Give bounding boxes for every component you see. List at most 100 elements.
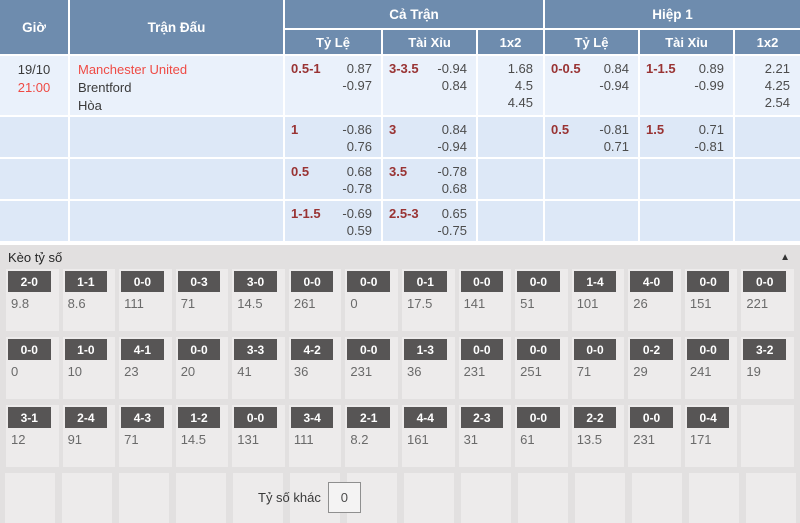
fh-handicap-odds-away[interactable]: 0.71 <box>603 139 629 154</box>
other-score-odds-box[interactable]: 0 <box>327 482 361 513</box>
score-bet-item[interactable]: 4-4 161 <box>402 405 455 467</box>
score-bet-item[interactable]: 0-0 241 <box>684 337 738 399</box>
ft-over-under-cell[interactable]: 3-3.5 -0.94 0.84 <box>383 56 476 115</box>
score-bet-item[interactable]: 0-0 231 <box>458 337 512 399</box>
fh-handicap-cell[interactable] <box>545 159 638 199</box>
score-bet-item[interactable]: 0-0 0 <box>345 269 398 331</box>
score-bet-item[interactable]: 4-0 26 <box>628 269 681 331</box>
score-bet-item[interactable]: 3-2 19 <box>741 337 794 399</box>
score-bet-item[interactable]: 0-0 61 <box>515 405 568 467</box>
score-bet-item[interactable]: 1-1 8.6 <box>62 269 116 331</box>
score-bet-item[interactable]: 1-4 101 <box>571 269 625 331</box>
fh-over-under-cell[interactable] <box>640 201 733 241</box>
ft-under-odds[interactable]: 0.84 <box>441 78 467 93</box>
ft-over-odds[interactable]: -0.78 <box>437 164 467 179</box>
score-bet-item[interactable]: 2-0 9.8 <box>6 269 59 331</box>
ft-handicap-cell[interactable]: 0.5-1 0.87 -0.97 <box>285 56 381 115</box>
fh-over-odds[interactable]: 0.71 <box>698 122 724 137</box>
match-teams-cell[interactable] <box>70 117 283 157</box>
match-teams-cell[interactable] <box>70 159 283 199</box>
score-bet-item[interactable]: 0-2 29 <box>628 337 681 399</box>
match-teams-cell[interactable]: Manchester United Brentford Hòa <box>70 56 283 115</box>
score-bet-item[interactable]: 0-0 261 <box>288 269 342 331</box>
score-bet-item[interactable]: 1-0 10 <box>62 337 116 399</box>
ft-handicap-odds-home[interactable]: -0.69 <box>342 206 372 221</box>
ft-handicap-odds-home[interactable]: 0.87 <box>346 61 372 76</box>
score-bet-item[interactable]: 4-1 23 <box>119 337 172 399</box>
score-bet-item[interactable]: 3-4 111 <box>288 405 342 467</box>
fh-1x2-away-odds[interactable]: 2.54 <box>764 95 790 110</box>
ft-1x2-cell[interactable]: 1.68 4.5 4.45 <box>478 56 543 115</box>
score-bet-item[interactable]: 1-2 14.5 <box>175 405 229 467</box>
score-bet-item[interactable]: 0-0 71 <box>571 337 625 399</box>
fh-handicap-odds-home[interactable]: -0.81 <box>599 122 629 137</box>
score-bet-item[interactable]: 0-0 231 <box>628 405 681 467</box>
ft-1x2-home-odds[interactable]: 1.68 <box>507 61 533 76</box>
correct-score-section-header[interactable]: Kèo tỷ số ▲ <box>0 243 800 269</box>
score-bet-item[interactable]: 0-3 71 <box>175 269 229 331</box>
score-bet-item[interactable] <box>741 405 794 467</box>
score-bet-item[interactable]: 0-0 111 <box>119 269 172 331</box>
fh-over-odds[interactable]: 0.89 <box>698 61 724 76</box>
ft-handicap-odds-away[interactable]: -0.97 <box>342 78 372 93</box>
score-bet-item[interactable]: 2-4 91 <box>62 405 116 467</box>
ft-1x2-cell[interactable] <box>478 117 543 157</box>
ft-handicap-odds-home[interactable]: -0.86 <box>342 122 372 137</box>
fh-1x2-cell[interactable] <box>735 159 800 199</box>
ft-over-under-cell[interactable]: 2.5-3 0.65 -0.75 <box>383 201 476 241</box>
ft-under-odds[interactable]: -0.94 <box>437 139 467 154</box>
score-bet-item[interactable]: 1-3 36 <box>402 337 455 399</box>
score-bet-item[interactable]: 3-3 41 <box>232 337 285 399</box>
fh-1x2-draw-odds[interactable]: 4.25 <box>764 78 790 93</box>
fh-1x2-cell[interactable] <box>735 201 800 241</box>
ft-over-odds[interactable]: 0.84 <box>441 122 467 137</box>
score-bet-item[interactable]: 0-4 171 <box>684 405 738 467</box>
ft-handicap-cell[interactable]: 1-1.5 -0.69 0.59 <box>285 201 381 241</box>
ft-1x2-cell[interactable] <box>478 159 543 199</box>
ft-over-under-cell[interactable]: 3.5 -0.78 0.68 <box>383 159 476 199</box>
score-bet-item[interactable]: 2-3 31 <box>458 405 512 467</box>
score-bet-item[interactable]: 2-2 13.5 <box>571 405 625 467</box>
score-bet-item[interactable]: 0-0 221 <box>741 269 794 331</box>
fh-1x2-cell[interactable]: 2.21 4.25 2.54 <box>735 56 800 115</box>
score-bet-item[interactable]: 0-0 20 <box>175 337 229 399</box>
ft-handicap-cell[interactable]: 1 -0.86 0.76 <box>285 117 381 157</box>
score-bet-item[interactable]: 0-0 0 <box>6 337 59 399</box>
ft-1x2-away-odds[interactable]: 4.45 <box>507 95 533 110</box>
ft-1x2-draw-odds[interactable]: 4.5 <box>514 78 533 93</box>
ft-handicap-odds-home[interactable]: 0.68 <box>346 164 372 179</box>
fh-handicap-cell[interactable]: 0.5 -0.81 0.71 <box>545 117 638 157</box>
score-bet-item[interactable]: 0-0 231 <box>345 337 398 399</box>
score-bet-item[interactable]: 0-0 141 <box>458 269 512 331</box>
fh-under-odds[interactable]: -0.81 <box>694 139 724 154</box>
fh-1x2-cell[interactable] <box>735 117 800 157</box>
ft-handicap-odds-away[interactable]: -0.78 <box>342 181 372 196</box>
score-bet-item[interactable]: 0-0 131 <box>232 405 285 467</box>
score-bet-item[interactable]: 0-0 251 <box>515 337 568 399</box>
score-bet-item[interactable]: 3-1 12 <box>6 405 59 467</box>
score-bet-item[interactable]: 2-1 8.2 <box>345 405 398 467</box>
score-bet-item[interactable]: 4-2 36 <box>288 337 342 399</box>
fh-over-under-cell[interactable] <box>640 159 733 199</box>
score-bet-item[interactable]: 0-1 17.5 <box>402 269 455 331</box>
fh-handicap-cell[interactable] <box>545 201 638 241</box>
score-bet-item[interactable]: 0-0 151 <box>684 269 738 331</box>
ft-handicap-cell[interactable]: 0.5 0.68 -0.78 <box>285 159 381 199</box>
fh-under-odds[interactable]: -0.99 <box>694 78 724 93</box>
fh-handicap-odds-home[interactable]: 0.84 <box>603 61 629 76</box>
collapse-arrow-icon[interactable]: ▲ <box>780 251 790 263</box>
ft-over-under-cell[interactable]: 3 0.84 -0.94 <box>383 117 476 157</box>
fh-handicap-cell[interactable]: 0-0.5 0.84 -0.94 <box>545 56 638 115</box>
fh-over-under-cell[interactable]: 1.5 0.71 -0.81 <box>640 117 733 157</box>
ft-under-odds[interactable]: -0.75 <box>437 223 467 238</box>
fh-handicap-odds-away[interactable]: -0.94 <box>599 78 629 93</box>
ft-under-odds[interactable]: 0.68 <box>441 181 467 196</box>
score-bet-item[interactable]: 3-0 14.5 <box>232 269 285 331</box>
score-bet-item[interactable]: 0-0 51 <box>515 269 568 331</box>
ft-over-odds[interactable]: 0.65 <box>441 206 467 221</box>
ft-handicap-odds-away[interactable]: 0.76 <box>346 139 372 154</box>
fh-1x2-home-odds[interactable]: 2.21 <box>764 61 790 76</box>
fh-over-under-cell[interactable]: 1-1.5 0.89 -0.99 <box>640 56 733 115</box>
ft-handicap-odds-away[interactable]: 0.59 <box>346 223 372 238</box>
ft-over-odds[interactable]: -0.94 <box>437 61 467 76</box>
